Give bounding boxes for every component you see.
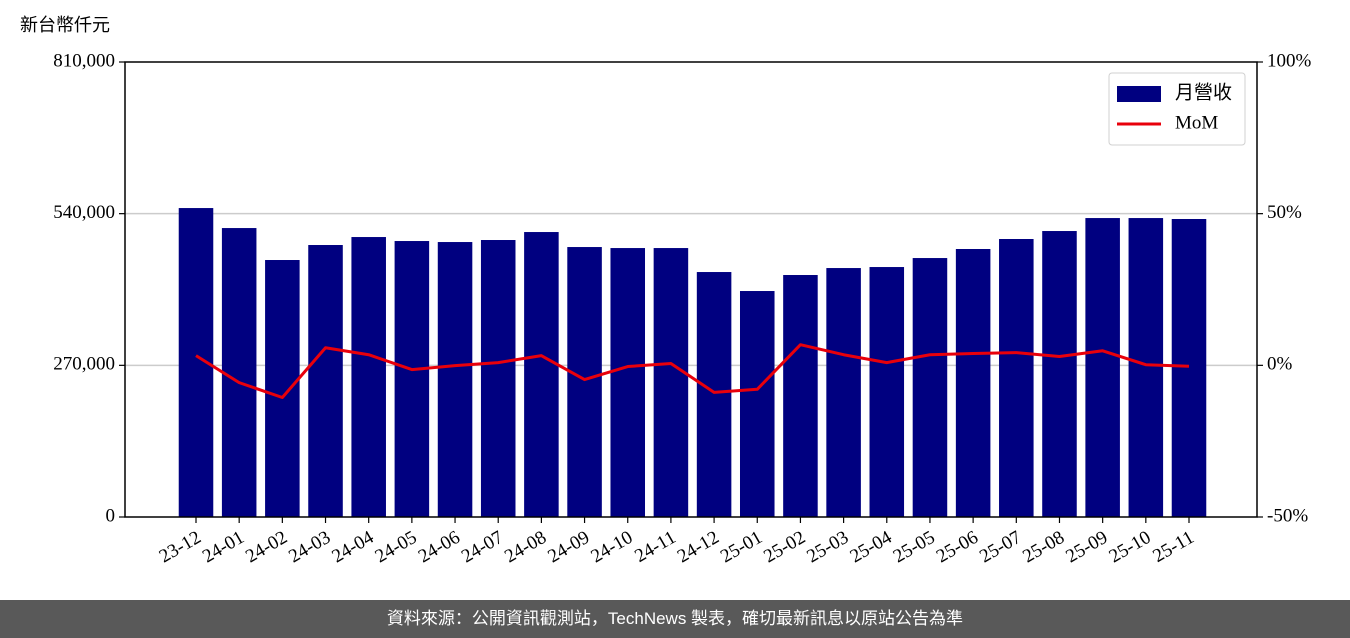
chart: 新台幣仟元 0 270,000 540,000 810,000 -50% 0% 50% 100… — [20, 15, 1312, 568]
y-tick-label: 270,000 — [53, 354, 115, 375]
bar — [351, 237, 386, 518]
x-tick-label: 24-06 — [415, 527, 464, 567]
y-tick-label: 540,000 — [53, 202, 115, 223]
plot-frame — [124, 61, 1258, 518]
x-tick-label: 24-03 — [285, 527, 334, 567]
x-tick-label: 25-04 — [847, 527, 896, 568]
x-tick-label: 25-08 — [1019, 527, 1068, 567]
bar — [826, 268, 861, 517]
y2-tick-label: -50% — [1267, 505, 1308, 526]
x-tick-label: 25-02 — [760, 527, 809, 567]
line — [195, 343, 1190, 399]
bar — [1085, 218, 1120, 517]
bar — [869, 267, 905, 517]
legend-swatch — [1117, 86, 1161, 102]
bar — [265, 260, 300, 517]
bar — [999, 239, 1034, 517]
bar — [610, 248, 646, 518]
x-tick-label: 24-09 — [544, 527, 593, 567]
bar — [1171, 219, 1207, 517]
x-tick-label: 23-12 — [156, 527, 205, 567]
y-tick-label: 810,000 — [53, 50, 115, 71]
bar — [696, 272, 732, 517]
x-tick-label: 24-05 — [372, 527, 421, 567]
y-tick-label: 0 — [106, 505, 116, 526]
x-tick-label: 24-10 — [588, 527, 637, 567]
y-axis-label: 新台幣仟元 — [20, 15, 110, 35]
x-tick-label: 24-01 — [199, 527, 248, 567]
x-tick-label: 24-02 — [242, 527, 291, 567]
bar — [783, 275, 818, 517]
bar — [308, 245, 343, 517]
bar — [524, 232, 559, 517]
x-tick-label: 25-10 — [1106, 527, 1155, 567]
bar — [221, 228, 257, 517]
x-tick-label: 25-09 — [1062, 527, 1111, 567]
bar — [480, 240, 516, 518]
bar — [1128, 218, 1164, 517]
bar — [955, 248, 991, 517]
bar — [739, 291, 775, 517]
x-tick-label: 24-11 — [631, 527, 679, 567]
x-tick-label: 25-03 — [803, 527, 852, 567]
x-tick-label: 24-07 — [458, 527, 507, 567]
x-tick-label: 25-06 — [933, 527, 982, 567]
x-tick-label: 24-12 — [674, 527, 723, 567]
x-tick-label: 25-07 — [976, 527, 1025, 567]
legend-label: 月營收 — [1175, 81, 1232, 103]
x-tick-label: 25-05 — [890, 527, 939, 567]
footer: 資料來源：公開資訊觀測站，TechNews 製表，確切最新訊息以原站公告為準 — [0, 600, 1350, 638]
bar — [567, 247, 602, 518]
bar — [653, 248, 689, 518]
legend-label: MoM — [1175, 112, 1218, 133]
y2-tick-label: 100% — [1267, 50, 1312, 71]
bar — [912, 258, 948, 517]
y2-tick-label: 0% — [1267, 354, 1293, 375]
x-tick-label: 25-01 — [717, 527, 766, 567]
bar — [1042, 231, 1077, 517]
y2-tick-label: 50% — [1267, 202, 1302, 223]
x-tick-label: 24-04 — [328, 527, 377, 568]
x-tick-label: 25-11 — [1149, 527, 1197, 567]
bar — [394, 241, 430, 518]
bar — [437, 242, 473, 518]
x-tick-label: 24-08 — [501, 527, 550, 567]
